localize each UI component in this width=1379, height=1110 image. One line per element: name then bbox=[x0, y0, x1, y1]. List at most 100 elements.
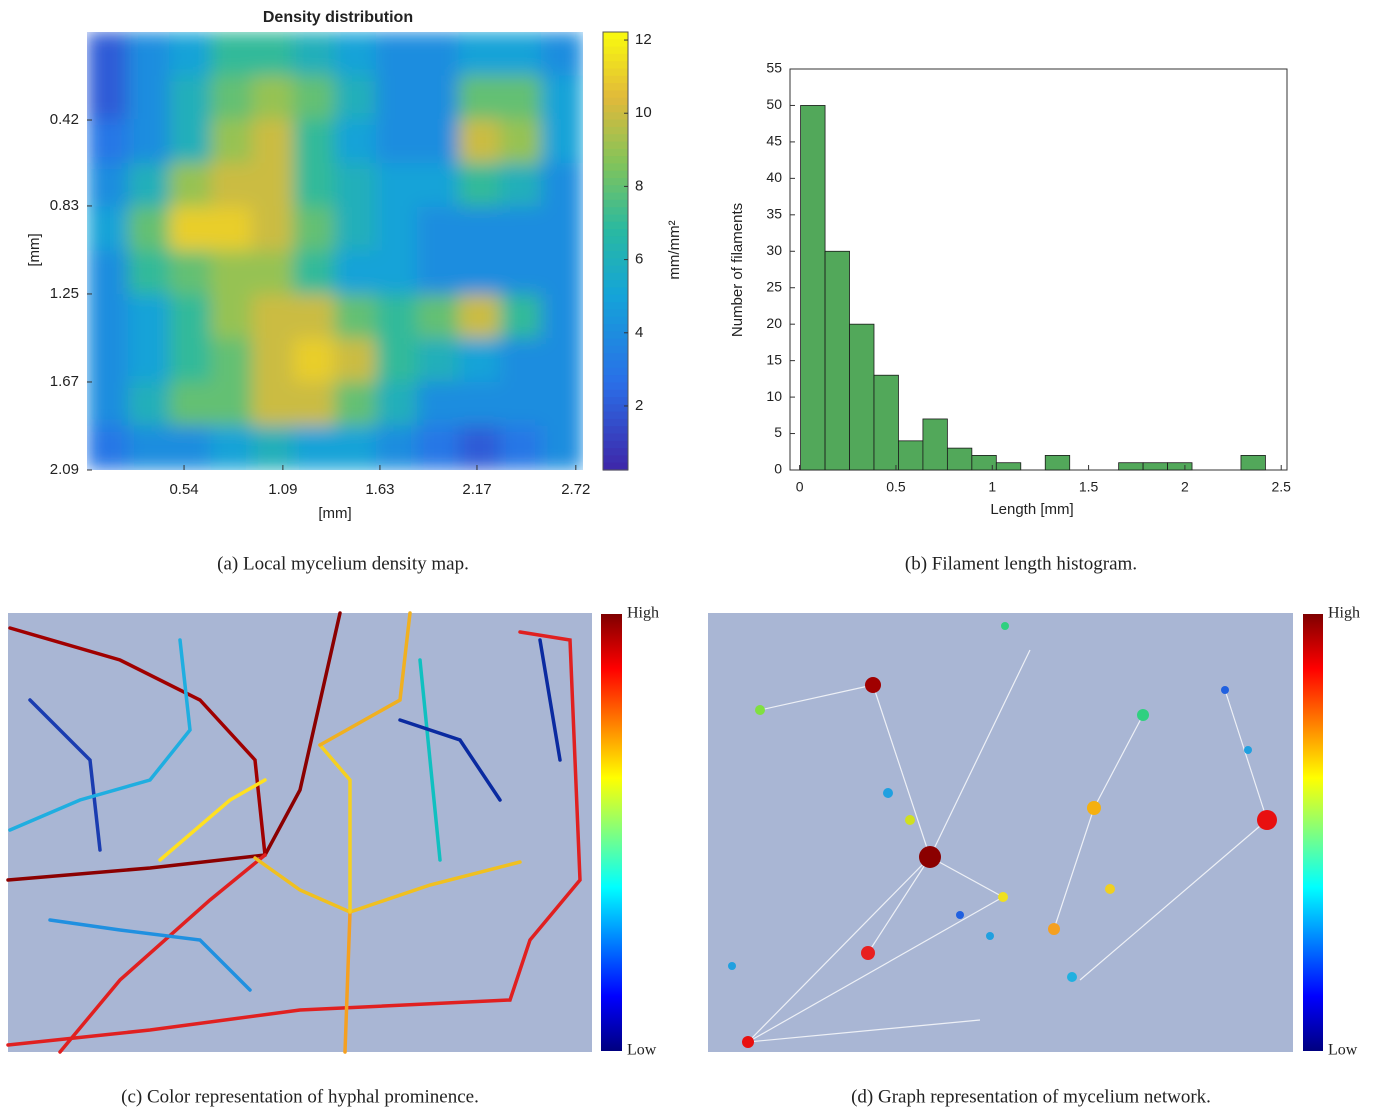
heatmap-cell bbox=[169, 32, 211, 77]
histogram-bar bbox=[898, 441, 922, 470]
colorbar-swatch bbox=[603, 353, 628, 361]
heatmap-cell bbox=[541, 338, 583, 383]
histogram-bar bbox=[996, 463, 1020, 470]
heatmap-cell bbox=[211, 251, 253, 296]
heatmap-cell bbox=[128, 207, 170, 252]
heatmap-cell bbox=[335, 251, 377, 296]
colorbar-swatch bbox=[603, 171, 628, 179]
heatmap-cell bbox=[417, 382, 459, 427]
y-axis-label: Number of filaments bbox=[729, 203, 746, 337]
heatmap-cell bbox=[417, 251, 459, 296]
heatmap-cell bbox=[87, 294, 129, 339]
heatmap-cell bbox=[335, 294, 377, 339]
colorbar-swatch bbox=[603, 251, 628, 259]
histogram-bar bbox=[1143, 463, 1167, 470]
colorbar-high-label: High bbox=[1328, 605, 1360, 622]
heatmap-cell bbox=[128, 251, 170, 296]
colorbar-swatch bbox=[603, 83, 628, 91]
heatmap-cell bbox=[459, 163, 501, 208]
colorbar-swatch bbox=[603, 390, 628, 398]
colorbar-swatch bbox=[603, 215, 628, 223]
heatmap-cell bbox=[169, 207, 211, 252]
x-tick-label: 2.5 bbox=[1271, 479, 1291, 495]
heatmap-cell bbox=[376, 119, 418, 164]
heatmap-cell bbox=[459, 119, 501, 164]
heatmap-cell bbox=[459, 294, 501, 339]
heatmap-cell bbox=[500, 294, 542, 339]
colorbar-swatch bbox=[603, 236, 628, 244]
heatmap-cell bbox=[541, 75, 583, 120]
heatmap-cell bbox=[417, 163, 459, 208]
heatmap-cell bbox=[211, 119, 253, 164]
heatmap-cell bbox=[87, 163, 129, 208]
colorbar-swatch bbox=[603, 266, 628, 274]
histogram-bar bbox=[1168, 463, 1192, 470]
heatmap-cell bbox=[211, 382, 253, 427]
colorbar-swatch bbox=[603, 346, 628, 354]
chart-title: Density distribution bbox=[263, 9, 413, 26]
colorbar-swatch bbox=[603, 448, 628, 456]
colorbar-swatch bbox=[603, 90, 628, 98]
x-tick-label: 2 bbox=[1181, 479, 1189, 495]
heatmap-cell bbox=[459, 338, 501, 383]
y-tick-label: 0.83 bbox=[50, 197, 79, 214]
heatmap-cell bbox=[541, 207, 583, 252]
colorbar-tick-label: 6 bbox=[635, 251, 643, 268]
heatmap-cell bbox=[169, 75, 211, 120]
heatmap-cell bbox=[500, 163, 542, 208]
heatmap-cell bbox=[417, 32, 459, 77]
histogram-bar bbox=[947, 448, 971, 470]
heatmap-cell bbox=[500, 32, 542, 77]
heatmap-cell bbox=[128, 32, 170, 77]
heatmap-cell bbox=[376, 294, 418, 339]
heatmap-cell bbox=[335, 119, 377, 164]
heatmap-cell bbox=[128, 382, 170, 427]
x-tick-label: 0.5 bbox=[886, 479, 906, 495]
colorbar-tick-label: 4 bbox=[635, 324, 643, 341]
heatmap-cell bbox=[376, 382, 418, 427]
heatmap-cell bbox=[541, 294, 583, 339]
colorbar-label: mm/mm² bbox=[666, 220, 683, 279]
heatmap-cell bbox=[417, 75, 459, 120]
y-tick-label: 5 bbox=[774, 424, 782, 440]
y-tick-label: 45 bbox=[766, 133, 782, 149]
heatmap-cell bbox=[417, 338, 459, 383]
histogram-bar bbox=[850, 324, 874, 470]
heatmap-cell bbox=[500, 426, 542, 471]
colorbar-swatch bbox=[603, 434, 628, 442]
caption: (b) Filament length histogram. bbox=[905, 553, 1137, 574]
heatmap-cell bbox=[335, 426, 377, 471]
heatmap-cell bbox=[500, 119, 542, 164]
heatmap-cell bbox=[335, 32, 377, 77]
colorbar-swatch bbox=[603, 134, 628, 142]
x-tick-label: 0.54 bbox=[169, 481, 198, 498]
colorbar-swatch bbox=[603, 200, 628, 208]
heatmap-cell bbox=[128, 338, 170, 383]
caption: (c) Color representation of hyphal promi… bbox=[121, 1086, 479, 1107]
y-tick-label: 0.42 bbox=[50, 111, 79, 128]
hyphae-image bbox=[8, 613, 592, 1052]
heatmap-cell bbox=[417, 294, 459, 339]
heatmap-cell bbox=[211, 163, 253, 208]
colorbar-low-label: Low bbox=[1328, 1042, 1358, 1059]
x-tick-label: 1 bbox=[988, 479, 996, 495]
colorbar-swatch bbox=[603, 69, 628, 77]
colorbar-swatch bbox=[603, 120, 628, 128]
histogram-bar bbox=[1241, 455, 1265, 470]
colorbar-swatch bbox=[603, 412, 628, 420]
heatmap-smooth bbox=[87, 32, 584, 471]
caption: (a) Local mycelium density map. bbox=[217, 553, 469, 574]
heatmap-cell bbox=[252, 382, 294, 427]
heatmap-cell bbox=[459, 382, 501, 427]
network-image bbox=[708, 613, 1293, 1052]
y-tick-label: 30 bbox=[766, 242, 782, 258]
colorbar-swatch bbox=[603, 361, 628, 369]
heatmap-cell bbox=[128, 119, 170, 164]
heatmap-cell bbox=[417, 119, 459, 164]
colorbar-swatch bbox=[603, 397, 628, 405]
colorbar-swatch bbox=[603, 207, 628, 215]
heatmap-cell bbox=[211, 32, 253, 77]
heatmap-cell bbox=[293, 75, 335, 120]
colorbar-swatch bbox=[603, 229, 628, 237]
histogram-bar bbox=[1119, 463, 1143, 470]
